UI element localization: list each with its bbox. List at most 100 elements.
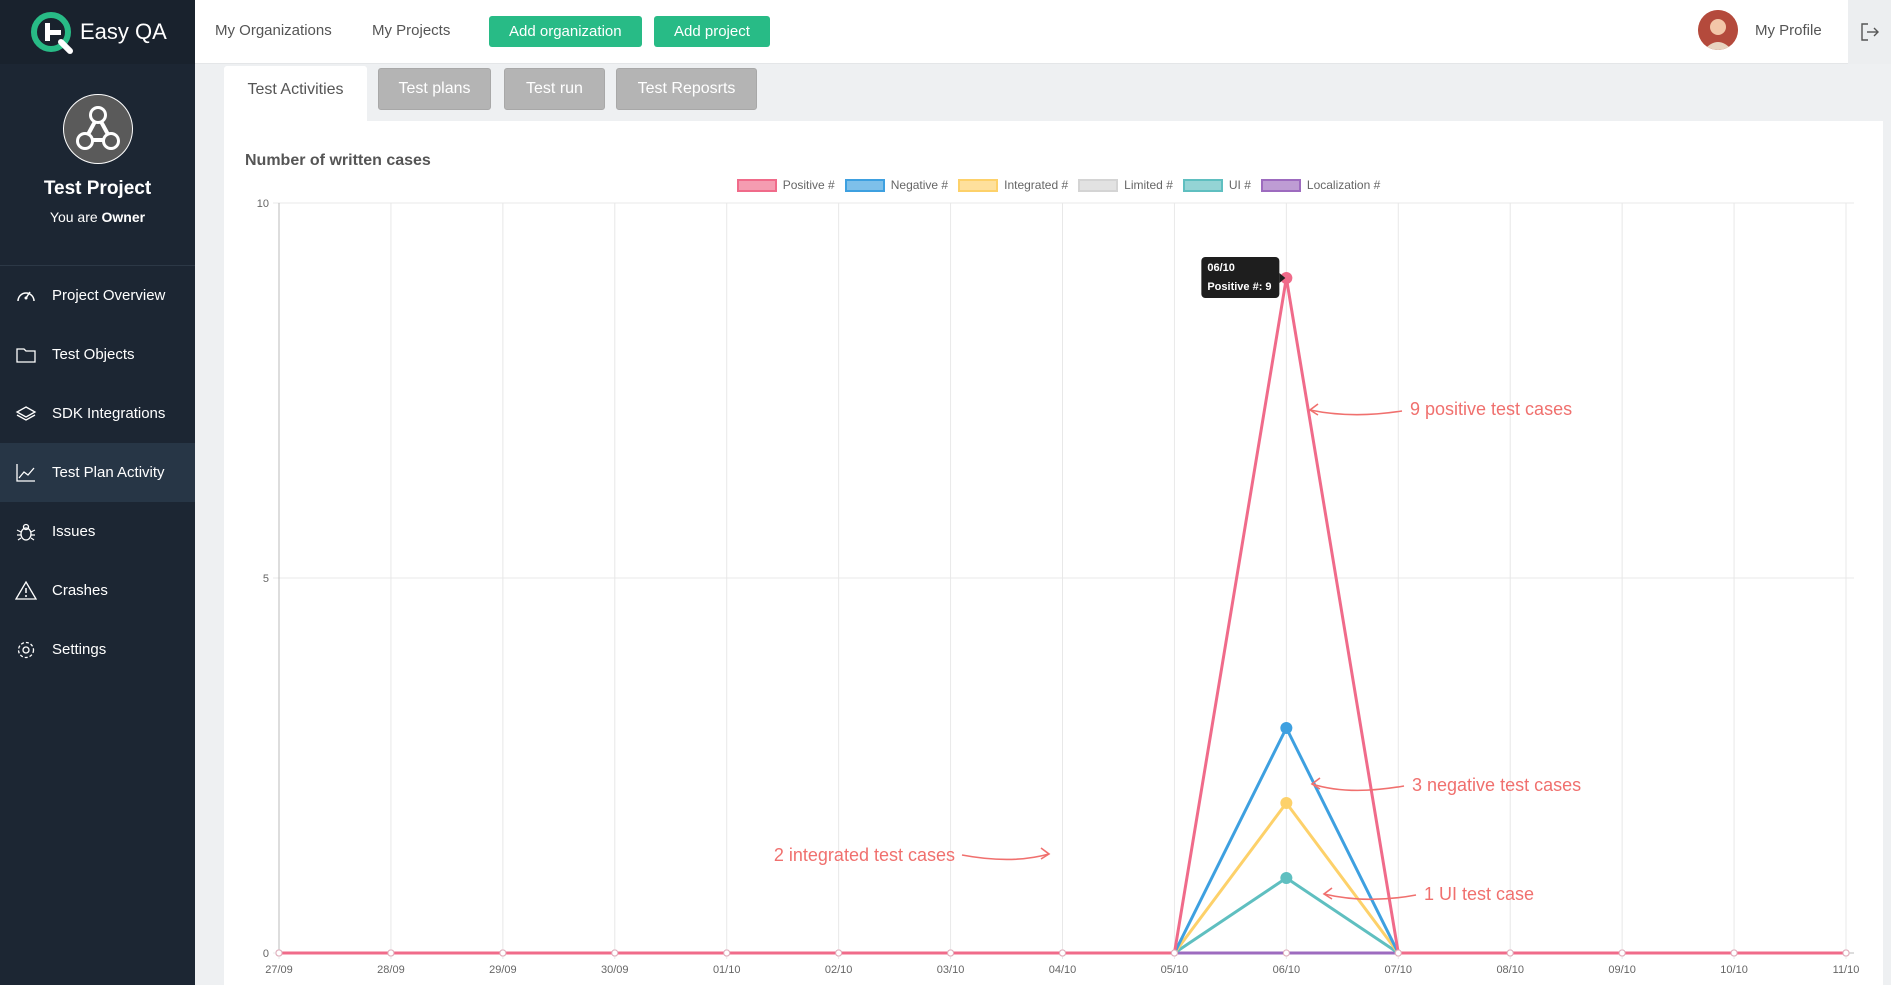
easy-qa-logo-icon [30,9,76,55]
x-tick-label: 07/10 [1385,964,1413,976]
legend-item[interactable]: Localization # [1260,178,1380,192]
annotation-label: 9 positive test cases [1410,399,1572,419]
sidebar-item-label: Test Objects [52,346,135,363]
legend-item[interactable]: Negative # [844,178,949,192]
legend-label: Integrated # [1004,178,1069,192]
topbar: My Organizations My Projects Add organiz… [195,0,1891,64]
project-avatar [62,94,133,164]
annotation-arrowhead [1040,847,1051,860]
legend-swatch [1182,178,1223,192]
legend-swatch [1260,178,1301,192]
legend-item[interactable]: Positive # [736,178,835,192]
sidebar-item-issues[interactable]: Issues [0,502,195,561]
my-projects-link[interactable]: My Projects [372,22,451,39]
add-organization-button[interactable]: Add organization [489,16,642,47]
tooltip-title: 06/10 [1207,262,1235,274]
speedometer-icon [14,284,38,308]
brand-name: Easy QA [80,19,167,44]
legend-item[interactable]: Integrated # [958,178,1068,192]
data-point [499,949,507,957]
profile-avatar[interactable] [1698,10,1738,50]
annotation-arrow [1309,409,1403,416]
data-point [723,949,731,957]
chart-card: Number of written cases Positive # Negati… [224,121,1883,985]
tab-test-reports[interactable]: Test Reposrts [616,68,757,110]
sidebar-item-label: Crashes [52,582,108,599]
tab-test-plans[interactable]: Test plans [378,68,491,110]
sidebar-item-settings[interactable]: Settings [0,620,195,679]
y-tick-label: 5 [263,573,269,585]
legend-label: UI # [1228,178,1251,192]
x-tick-label: 06/10 [1273,964,1301,976]
data-point [1394,949,1402,957]
my-organizations-link[interactable]: My Organizations [215,22,332,39]
legend-label: Negative # [890,178,949,192]
chart-legend: Positive # Negative # Integrated # Limited … [224,178,1883,192]
legend-item[interactable]: Limited # [1078,178,1173,192]
sidebar-item-project-overview[interactable]: Project Overview [0,266,195,325]
sidebar-item-label: Issues [52,523,96,540]
project-name: Test Project [43,178,152,199]
x-tick-label: 03/10 [937,964,965,976]
sidebar-item-crashes[interactable]: Crashes [0,561,195,620]
tooltip-box [1201,257,1280,298]
tab-test-run[interactable]: Test run [504,68,605,110]
my-profile-link[interactable]: My Profile [1755,22,1822,39]
x-tick-label: 29/09 [489,964,517,976]
data-point [1842,949,1850,957]
tooltip-arrow [1279,273,1286,283]
y-tick-label: 10 [257,198,269,210]
role-prefix: You are [49,209,98,225]
annotation-arrow [1323,893,1417,901]
data-point [1280,872,1293,884]
data-point [387,949,395,957]
sidebar: Easy QA Test Project You are Owner [0,0,195,985]
role-value: Owner [101,209,146,225]
x-tick-label: 27/09 [265,964,293,976]
data-point [611,949,619,957]
sidebar-nav: Project Overview Test Objects SDK Integr… [0,266,195,679]
layers-icon [14,402,38,426]
data-point [1280,722,1293,734]
sidebar-item-test-objects[interactable]: Test Objects [0,325,195,384]
annotation-arrowhead [1310,777,1321,790]
annotation-arrowhead [1308,403,1319,416]
x-tick-label: 04/10 [1049,964,1077,976]
sidebar-item-label: Settings [52,641,107,658]
data-point [1282,949,1290,957]
tab-test-activities[interactable]: Test Activities [224,66,367,122]
legend-swatch [736,178,777,192]
legend-swatch [1078,178,1119,192]
annotation-arrowhead [1322,887,1333,900]
legend-label: Limited # [1124,178,1173,192]
data-point [1170,949,1178,957]
x-tick-label: 30/09 [601,964,629,976]
logout-button[interactable] [1848,0,1891,64]
data-point [1059,949,1066,957]
line-chart-icon [14,461,38,485]
annotation-label: 1 UI test case [1424,884,1534,904]
data-point [1280,797,1293,809]
sidebar-item-sdk-integrations[interactable]: SDK Integrations [0,384,195,443]
annotation-label: 3 negative test cases [1412,775,1581,795]
chart-title: Number of written cases [245,152,431,169]
data-point [1506,949,1514,957]
gear-icon [14,638,38,662]
sidebar-item-test-plan-activity[interactable]: Test Plan Activity [0,443,195,502]
project-role: You are Owner [0,209,195,225]
add-project-button[interactable]: Add project [654,16,770,47]
data-point [1618,949,1626,957]
annotation-arrow [961,853,1050,861]
bug-icon [14,520,38,544]
sidebar-item-label: Test Plan Activity [52,464,165,481]
brand[interactable]: Easy QA [0,0,195,64]
sidebar-item-label: Project Overview [52,287,166,304]
tooltip-text: Positive #: 9 [1207,281,1271,293]
legend-label: Positive # [782,178,835,192]
legend-item[interactable]: UI # [1182,178,1251,192]
annotation-label: 2 integrated test cases [774,845,955,865]
project-info: Test Project You are Owner [0,64,195,266]
line-chart: 0 5 10 27/09 28/09 29/09 30/09 01/10 02/10 03/10 0… [257,198,1860,976]
annotation-arrow [1311,783,1405,792]
x-tick-label: 09/10 [1608,964,1636,976]
